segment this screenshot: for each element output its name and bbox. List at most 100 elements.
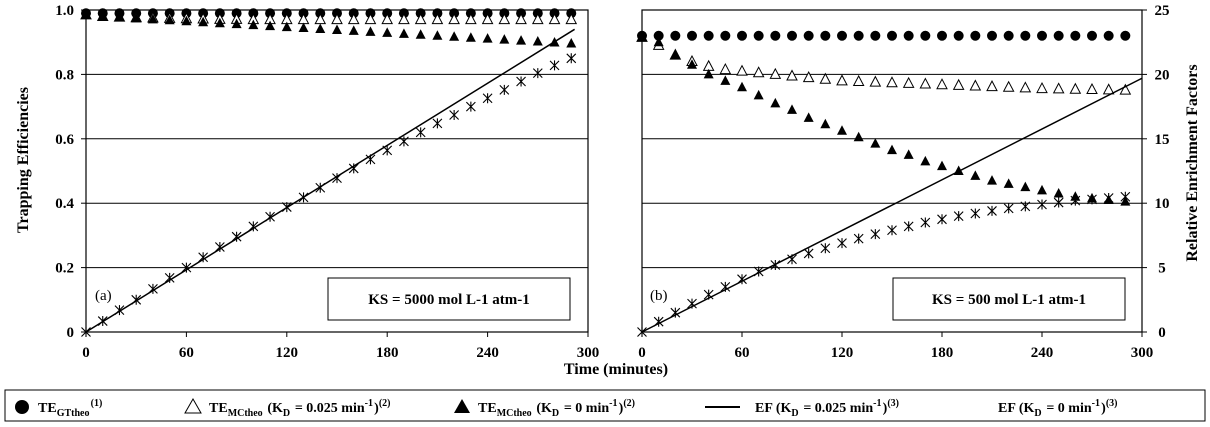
y2-tick-label: 5 [1158,261,1166,277]
data-point [937,160,947,171]
data-point [399,136,409,147]
data-point [837,30,847,41]
data-point [1020,30,1031,41]
data-point [803,112,814,122]
data-point [449,109,460,120]
data-point [382,145,393,156]
y-axis-left-label: Trapping Efficiencies [15,87,32,233]
data-point [752,66,765,78]
data-point [465,101,476,112]
data-point [281,202,292,213]
data-point [653,30,664,41]
x-tick-label: 240 [476,345,499,361]
data-point [532,36,543,46]
annotation-box [892,277,1126,321]
data-point [637,31,647,42]
x-tick-label: 60 [735,345,750,361]
panel-a: 0 60 120 180 240 300 0 0.2 0.4 0.6 0.8 1.0 (a) KS = 5… [55,3,599,361]
data-point [1069,82,1082,94]
data-point [819,72,832,84]
y2-tick-label: 15 [1155,132,1170,148]
data-point [164,272,175,283]
data-point [566,37,577,48]
data-point [970,208,981,219]
legend-label: TEGTtheo (1) [38,398,102,419]
data-point [515,13,527,25]
data-point [637,327,647,337]
data-point [769,67,782,79]
data-point [670,49,681,60]
data-point [1052,82,1065,94]
y-tick-label: 0 [67,325,75,341]
data-point [248,19,259,30]
x-tick-label: 0 [82,345,90,361]
data-point [398,28,409,38]
data-point [853,233,864,244]
data-point [1103,193,1114,204]
y-axis-right-label: Relative Enrichment Factors [1184,64,1201,261]
panel-label: (b) [650,288,668,304]
x-axis-label: Time (minutes) [564,361,668,378]
data-point [1003,30,1014,41]
data-point [1102,83,1115,95]
data-point [499,34,510,44]
data-point [703,30,714,41]
data-point [81,9,91,19]
data-point [920,30,931,41]
x-tick-label: 240 [1031,345,1054,361]
x-tick-label: 120 [831,345,854,361]
data-point [549,60,560,71]
data-point [465,32,476,42]
data-point [802,71,815,83]
data-point [1003,203,1014,214]
data-point [1020,201,1031,212]
y-tick-label: 1.0 [55,3,74,19]
data-point [1003,178,1014,188]
x-tick-label: 180 [931,345,954,361]
data-point [1119,83,1132,95]
data-point [347,13,360,25]
legend-label: TEMCtheo (KD = 0 min-1 )(2) [478,398,635,419]
data-point [853,30,864,41]
data-point [887,225,897,236]
data-point [248,221,259,232]
data-point [953,30,964,41]
data-point [97,316,108,327]
y2-tick-label: 0 [1158,325,1166,341]
data-point [987,30,997,41]
x-tick-label: 180 [376,345,399,361]
data-point [131,12,142,23]
data-point [1037,199,1047,210]
data-point [532,68,543,79]
data-point [331,13,343,25]
data-point [887,144,897,155]
data-point [952,78,965,90]
data-point [803,248,814,259]
data-point [1036,81,1048,94]
data-point [214,241,225,252]
data-point [1120,30,1131,41]
legend-label: EF (KD = 0 min-1 )(3) [998,398,1118,419]
data-point [1070,195,1081,206]
data-point [1120,191,1131,202]
data-point [969,79,982,91]
data-point [720,75,731,85]
legend-filled-triangle [454,399,470,413]
y-tick-label: 0.2 [55,261,74,277]
data-point [1087,30,1097,41]
data-point [231,18,242,29]
data-point [837,125,847,135]
data-point [114,305,125,316]
data-point [687,59,697,69]
data-point [903,221,914,232]
data-point [670,307,681,318]
panel-label: (a) [95,288,112,304]
data-point [870,138,881,148]
data-point [1019,81,1032,93]
data-point [332,24,342,34]
data-point [987,205,997,216]
y-tick-label: 0.4 [55,196,74,212]
legend-box [4,389,1206,422]
data-point [1070,30,1081,41]
